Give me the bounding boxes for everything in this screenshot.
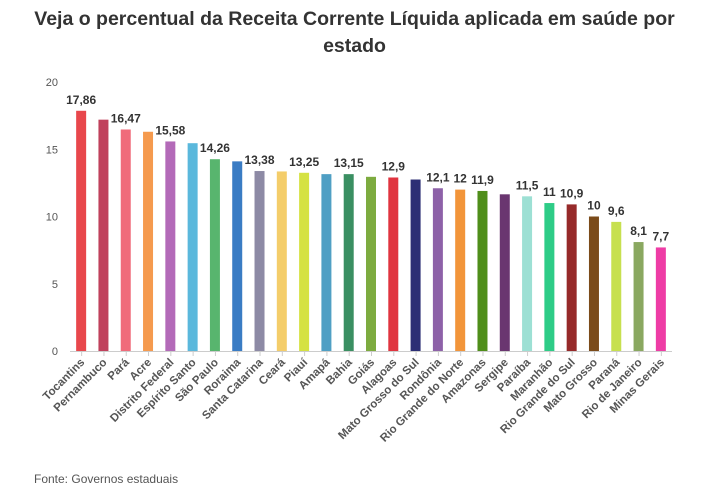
bar: [633, 242, 644, 351]
data-label: 13,38: [245, 153, 275, 167]
y-tick-label: 0: [52, 346, 58, 358]
bar: [209, 159, 220, 351]
bar: [522, 196, 533, 351]
data-label: 11,9: [471, 173, 494, 187]
data-label: 13,15: [334, 156, 364, 170]
y-tick-label: 20: [46, 77, 58, 89]
bar: [611, 221, 622, 351]
data-label: 12: [454, 172, 468, 186]
bar: [566, 204, 577, 351]
bar: [143, 131, 154, 351]
y-tick-label: 10: [46, 212, 58, 224]
bar: [343, 174, 354, 351]
bar: [232, 161, 243, 351]
bar: [276, 171, 287, 351]
bar: [187, 143, 198, 351]
data-label: 13,25: [289, 155, 319, 169]
data-label: 15,58: [155, 123, 185, 137]
bar: [165, 141, 176, 351]
x-tick-label: Pará: [106, 356, 133, 383]
data-label: 11,5: [516, 178, 539, 192]
bar-chart: 0510152017,86TocantinsPernambuco16,47Par…: [41, 77, 672, 445]
data-label: 16,47: [111, 111, 141, 125]
bar: [655, 247, 666, 351]
data-label: 14,26: [200, 141, 230, 155]
bar: [98, 119, 109, 351]
source-note: Fonte: Governos estaduais: [34, 472, 179, 486]
bar: [455, 189, 466, 351]
data-label: 12,9: [382, 159, 406, 173]
bar: [499, 194, 510, 351]
bar: [410, 179, 421, 351]
data-label: 9,6: [608, 204, 625, 218]
y-tick-label: 5: [52, 279, 58, 291]
chart-title-line-1: Veja o percentual da Receita Corrente Lí…: [34, 8, 675, 30]
bar: [76, 110, 87, 352]
y-tick-label: 15: [46, 144, 58, 156]
data-label: 12,1: [426, 170, 450, 184]
bar: [544, 203, 555, 351]
bar: [477, 190, 488, 351]
bar: [321, 174, 332, 351]
chart-title: Veja o percentual da Receita Corrente Lí…: [0, 6, 709, 60]
bar: [388, 177, 399, 351]
bar: [588, 216, 599, 351]
bar: [254, 171, 265, 351]
data-label: 7,7: [653, 229, 670, 243]
bar: [366, 176, 376, 351]
bar: [432, 188, 443, 351]
data-label: 11: [543, 185, 556, 199]
x-tick-label: Ceará: [257, 356, 289, 388]
data-label: 10,9: [560, 186, 584, 200]
bar: [120, 129, 131, 351]
chart-title-line-2: estado: [323, 35, 386, 57]
bar: [299, 172, 310, 351]
data-label: 10: [587, 199, 601, 213]
data-label: 17,86: [66, 93, 96, 107]
data-label: 8,1: [630, 224, 647, 238]
